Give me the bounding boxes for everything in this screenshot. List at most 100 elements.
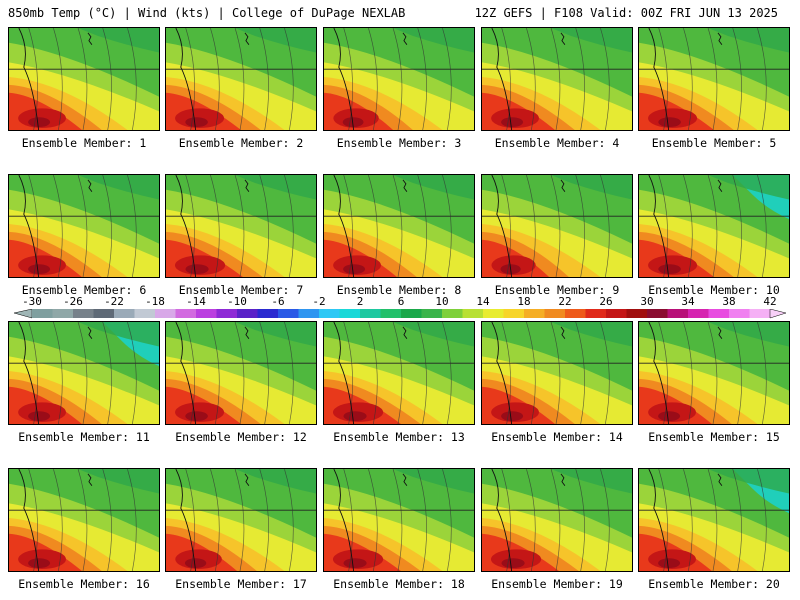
colorbar-tick: 30 — [640, 295, 654, 308]
temperature-map — [482, 175, 632, 277]
temperature-map — [9, 175, 159, 277]
colorbar-segment — [360, 309, 381, 318]
ensemble-panel-3 — [323, 27, 475, 131]
ensemble-panel-17 — [165, 468, 317, 572]
colorbar-segment — [442, 309, 463, 318]
ensemble-member-label: Ensemble Member: 20 — [648, 577, 780, 591]
temperature-map — [324, 175, 474, 277]
colorbar-tick: 22 — [558, 295, 572, 308]
ensemble-member-label: Ensemble Member: 12 — [175, 430, 307, 444]
ensemble-member-label: Ensemble Member: 17 — [175, 577, 307, 591]
colorbar-segment — [339, 309, 361, 318]
ensemble-panel-20 — [638, 468, 790, 572]
colorbar-segment — [319, 309, 340, 318]
colorbar-tick: 14 — [476, 295, 490, 308]
colorbar-segment — [544, 309, 566, 318]
temperature-map — [639, 28, 789, 130]
colorbar-segment — [565, 309, 586, 318]
colorbar-segment — [134, 309, 156, 318]
colorbar-tick: -10 — [227, 295, 247, 308]
colorbar-segment — [73, 309, 94, 318]
colorbar-segment — [483, 309, 504, 318]
ensemble-panel-13 — [323, 321, 475, 425]
temperature-map — [639, 322, 789, 424]
colorbar-tick: -14 — [186, 295, 206, 308]
colorbar-segment — [626, 309, 648, 318]
ensemble-member-label: Ensemble Member: 1 — [21, 136, 147, 150]
colorbar-segment — [524, 309, 545, 318]
model-run-info: 12Z GEFS | F108 Valid: 00Z FRI JUN 13 20… — [474, 6, 778, 20]
ensemble-member-label: Ensemble Member: 8 — [336, 283, 462, 297]
colorbar-segment — [708, 309, 730, 318]
colorbar-tick: 2 — [356, 295, 364, 308]
colorbar-segment — [216, 309, 238, 318]
temperature-colorbar: -30 -26 -22 -18 -14 -10 -6 -2 2 6 10 14 18 22 26 30 34 38… — [0, 296, 800, 322]
colorbar-segment — [401, 309, 422, 318]
colorbar-segment — [155, 309, 176, 318]
colorbar-tick: -6 — [271, 295, 285, 308]
temperature-map — [9, 322, 159, 424]
colorbar-tick: 34 — [681, 295, 695, 308]
ensemble-member-label: Ensemble Member: 18 — [333, 577, 465, 591]
ensemble-member-label: Ensemble Member: 15 — [648, 430, 780, 444]
colorbar-segment — [749, 309, 771, 318]
ensemble-member-label: Ensemble Member: 16 — [18, 577, 150, 591]
colorbar-tick: 6 — [397, 295, 405, 308]
colorbar-segment — [688, 309, 709, 318]
temperature-map — [166, 175, 316, 277]
colorbar-segment — [278, 309, 299, 318]
ensemble-panel-7 — [165, 174, 317, 278]
colorbar-segment — [114, 309, 135, 318]
chart-title: 850mb Temp (°C) | Wind (kts) | College o… — [8, 6, 406, 20]
ensemble-panel-12 — [165, 321, 317, 425]
temperature-map — [639, 175, 789, 277]
ensemble-panel-9 — [481, 174, 633, 278]
temperature-map — [482, 469, 632, 571]
ensemble-member-label: Ensemble Member: 9 — [494, 283, 620, 297]
ensemble-member-label: Ensemble Member: 14 — [491, 430, 623, 444]
colorbar-tick: -30 — [22, 295, 42, 308]
ensemble-panel-18 — [323, 468, 475, 572]
temperature-map — [9, 469, 159, 571]
colorbar-segment — [729, 309, 750, 318]
temperature-map — [166, 469, 316, 571]
ensemble-panel-2 — [165, 27, 317, 131]
colorbar-tick: -26 — [63, 295, 83, 308]
temperature-map — [324, 322, 474, 424]
colorbar-tick: 42 — [763, 295, 777, 308]
temperature-map — [324, 469, 474, 571]
ensemble-panel-11 — [8, 321, 160, 425]
ensemble-member-label: Ensemble Member: 5 — [651, 136, 777, 150]
temperature-map — [9, 28, 159, 130]
ensemble-member-label: Ensemble Member: 3 — [336, 136, 462, 150]
temperature-map — [166, 28, 316, 130]
colorbar-segment — [462, 309, 484, 318]
ensemble-member-label: Ensemble Member: 4 — [494, 136, 620, 150]
colorbar-segment — [585, 309, 607, 318]
colorbar-segment — [32, 309, 53, 318]
ensemble-panel-19 — [481, 468, 633, 572]
colorbar-segment — [421, 309, 443, 318]
colorbar-tick: -2 — [312, 295, 326, 308]
ensemble-member-label: Ensemble Member: 6 — [21, 283, 147, 297]
ensemble-panel-10 — [638, 174, 790, 278]
colorbar-segment — [298, 309, 320, 318]
colorbar-segment — [503, 309, 525, 318]
ensemble-member-label: Ensemble Member: 13 — [333, 430, 465, 444]
colorbar-segment — [257, 309, 279, 318]
temperature-map — [482, 322, 632, 424]
ensemble-member-label: Ensemble Member: 10 — [648, 283, 780, 297]
ensemble-panel-6 — [8, 174, 160, 278]
ensemble-panel-15 — [638, 321, 790, 425]
ensemble-panel-5 — [638, 27, 790, 131]
colorbar-segment — [380, 309, 402, 318]
colorbar-segment — [237, 309, 258, 318]
ensemble-member-label: Ensemble Member: 11 — [18, 430, 150, 444]
colorbar-segment — [52, 309, 74, 318]
colorbar-segment — [196, 309, 217, 318]
ensemble-panel-16 — [8, 468, 160, 572]
colorbar-segment — [647, 309, 668, 318]
colorbar-tick: 38 — [722, 295, 736, 308]
colorbar-segment — [667, 309, 689, 318]
colorbar-tick: -18 — [145, 295, 165, 308]
